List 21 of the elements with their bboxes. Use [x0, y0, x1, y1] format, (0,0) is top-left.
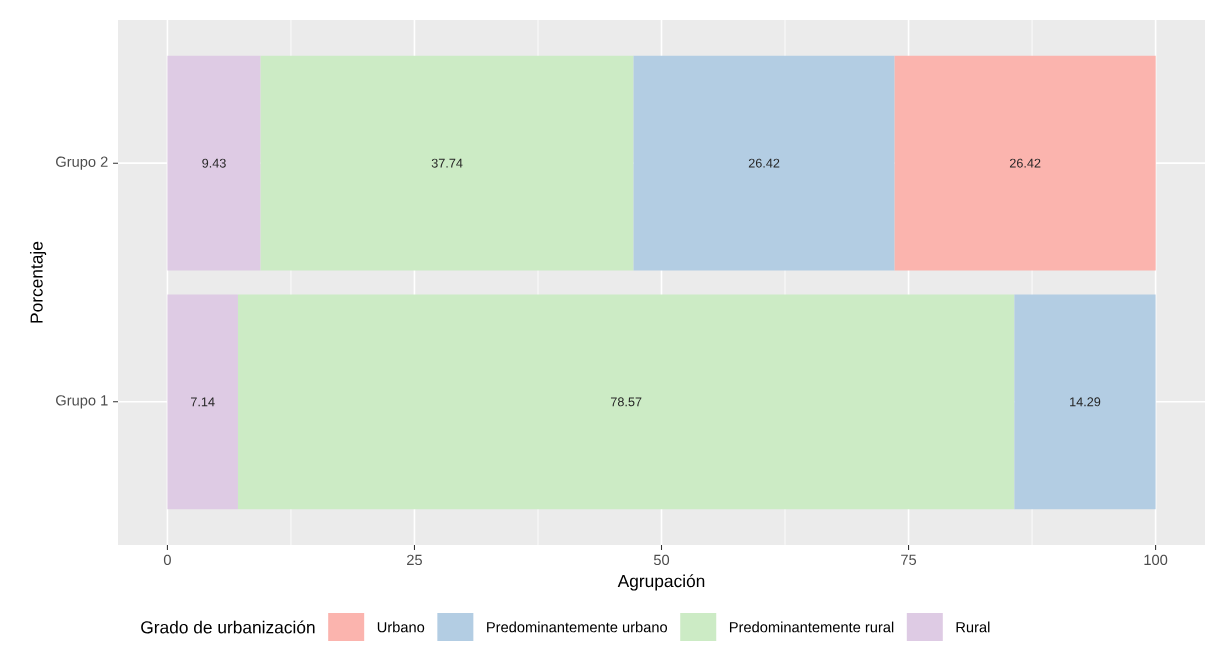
- data-label: 7.14: [191, 397, 215, 407]
- y-tick-label: Grupo 2: [56, 156, 108, 170]
- x-tick-label: 25: [407, 554, 422, 566]
- legend-label: Predominantemente rural: [729, 621, 894, 633]
- legend-label: Urbano: [377, 621, 425, 633]
- x-tick-label: 75: [901, 554, 917, 565]
- y-axis-title: Porcentaje: [29, 241, 47, 323]
- x-tick-label: 0: [163, 554, 171, 566]
- data-label: 26.42: [748, 158, 780, 168]
- x-tick-label: 100: [1144, 554, 1168, 566]
- x-axis-title: Agrupación: [617, 574, 705, 591]
- data-label: 14.29: [1070, 397, 1101, 407]
- legend-label: Predominantemente urbano: [487, 621, 668, 633]
- data-label: 9.43: [202, 158, 226, 168]
- x-tick-label: 50: [653, 554, 670, 566]
- data-label: 37.74: [431, 158, 463, 168]
- y-tick-label: Grupo 1: [56, 395, 108, 409]
- data-label: 78.57: [610, 397, 642, 407]
- legend-label: Rural: [956, 621, 990, 633]
- legend-title: Grado de urbanización: [141, 620, 315, 634]
- data-label: 26.42: [1009, 158, 1041, 168]
